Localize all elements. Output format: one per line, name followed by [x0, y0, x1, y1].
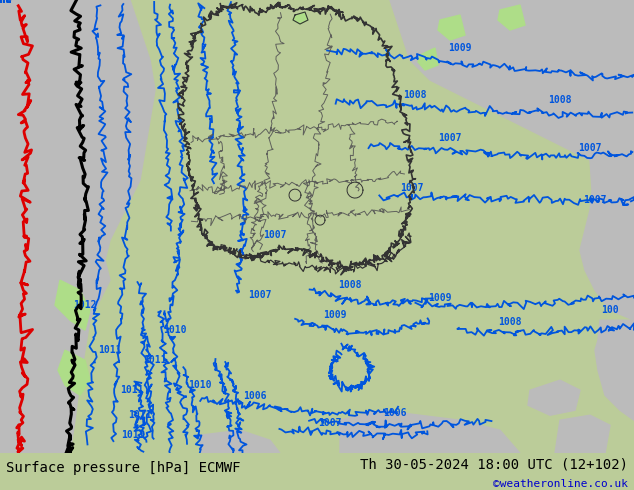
Text: None: None [0, 0, 12, 5]
Text: 1012: 1012 [74, 300, 97, 310]
Text: 100: 100 [601, 305, 619, 315]
Polygon shape [528, 380, 580, 415]
Text: 1008: 1008 [548, 95, 572, 105]
Polygon shape [340, 410, 520, 453]
Text: Surface pressure [hPa] ECMWF: Surface pressure [hPa] ECMWF [6, 461, 241, 475]
Text: 1007: 1007 [249, 290, 272, 300]
Text: 1008: 1008 [403, 90, 427, 100]
Text: 1009: 1009 [448, 43, 472, 53]
Text: 1007: 1007 [400, 183, 424, 193]
Text: None: None [0, 0, 12, 5]
Text: 1011: 1011 [143, 355, 167, 365]
Polygon shape [580, 160, 634, 320]
Text: 1009: 1009 [428, 293, 452, 303]
Text: None: None [0, 0, 12, 5]
Text: None: None [0, 0, 12, 5]
Polygon shape [293, 12, 308, 24]
Polygon shape [390, 0, 634, 180]
Text: Th 30-05-2024 18:00 UTC (12+102): Th 30-05-2024 18:00 UTC (12+102) [359, 457, 628, 471]
Text: 1007: 1007 [583, 195, 607, 205]
Polygon shape [58, 350, 90, 395]
Text: 1008: 1008 [498, 317, 522, 327]
Text: 1006: 1006 [383, 408, 407, 418]
Polygon shape [0, 0, 155, 453]
Text: ©weatheronline.co.uk: ©weatheronline.co.uk [493, 480, 628, 490]
Text: 1007: 1007 [318, 418, 342, 428]
Text: 1011: 1011 [120, 385, 144, 395]
Text: 1008: 1008 [339, 280, 362, 290]
Text: 1011: 1011 [128, 410, 152, 420]
Text: None: None [0, 0, 12, 5]
Text: 1011: 1011 [121, 430, 145, 440]
Text: 1010: 1010 [188, 380, 212, 390]
Text: None: None [0, 0, 12, 5]
Text: None: None [0, 0, 12, 5]
Polygon shape [555, 415, 610, 453]
Text: None: None [0, 0, 12, 5]
Polygon shape [498, 5, 525, 30]
Text: 1010: 1010 [163, 325, 187, 335]
Polygon shape [438, 15, 465, 40]
Polygon shape [200, 430, 280, 453]
Text: 1007: 1007 [263, 230, 287, 240]
Text: 1011: 1011 [98, 345, 122, 355]
Text: 1007: 1007 [578, 143, 602, 153]
Text: 1006: 1006 [243, 391, 267, 401]
Polygon shape [55, 280, 90, 330]
Text: 1009: 1009 [323, 310, 347, 320]
Polygon shape [595, 320, 634, 420]
Polygon shape [418, 48, 438, 70]
Text: 1007: 1007 [438, 133, 462, 143]
